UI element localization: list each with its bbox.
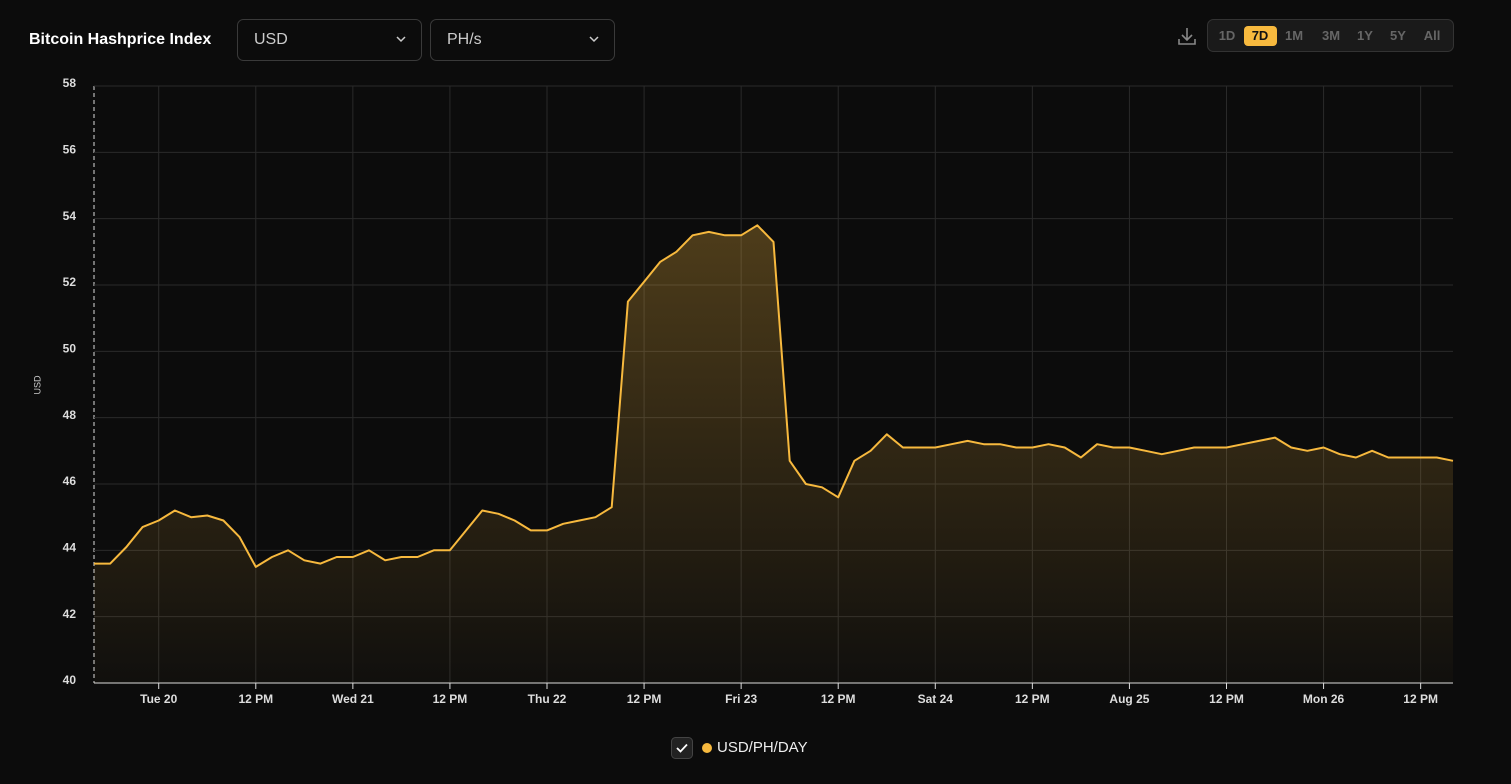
area-fill: [94, 225, 1453, 684]
range-button[interactable]: 7D: [1252, 28, 1269, 43]
y-tick-label: 40: [63, 673, 77, 687]
legend-swatch: [702, 743, 712, 753]
y-tick-label: 54: [63, 209, 77, 223]
dropdown-box[interactable]: [430, 19, 615, 61]
chevron: [589, 36, 599, 43]
x-tick-label: 12 PM: [821, 692, 856, 706]
x-tick-label: 12 PM: [1209, 692, 1244, 706]
y-tick-label: 58: [63, 76, 77, 90]
range-button[interactable]: 5Y: [1390, 28, 1406, 43]
dropdown-box[interactable]: [237, 19, 422, 61]
legend-item[interactable]: USD/PH/DAY: [671, 737, 808, 759]
y-tick-label: 56: [63, 143, 77, 157]
x-tick-label: 12 PM: [627, 692, 662, 706]
data-line: [94, 224, 1454, 568]
x-tick-label: Mon 26: [1303, 692, 1345, 706]
range-button[interactable]: 1D: [1219, 28, 1236, 43]
x-tick-label: 12 PM: [238, 692, 273, 706]
y-tick-label: 48: [63, 408, 77, 422]
x-tick-label: 12 PM: [1403, 692, 1438, 706]
x-tick-label: 12 PM: [1015, 692, 1050, 706]
x-tick-label: Aug 25: [1109, 692, 1149, 706]
download-icon[interactable]: [1178, 28, 1196, 45]
dropdown-value[interactable]: PH/s: [447, 31, 482, 48]
unit-dropdown[interactable]: PH/s: [430, 19, 615, 61]
y-tick-label: 50: [63, 342, 77, 356]
download-button[interactable]: [1178, 28, 1196, 45]
range-button[interactable]: 1M: [1285, 28, 1303, 43]
y-tick-label: 44: [63, 541, 77, 555]
y-tick-label: 42: [63, 607, 77, 621]
range-active-bg[interactable]: [1244, 26, 1277, 46]
x-tick-label: 12 PM: [433, 692, 468, 706]
y-tick-label: 46: [63, 474, 77, 488]
legend-label: USD/PH/DAY: [717, 739, 808, 756]
x-tick-label: Tue 20: [140, 692, 177, 706]
y-tick-label: 52: [63, 275, 77, 289]
x-tick-label: Wed 21: [332, 692, 374, 706]
range-buttons: 1D 7D 1M 3M 1Y 5Y All: [1219, 26, 1441, 46]
range-button[interactable]: All: [1424, 28, 1441, 43]
x-tick-label: Sat 24: [918, 692, 954, 706]
chevron: [396, 36, 406, 43]
x-tick-label: Fri 23: [725, 692, 757, 706]
range-button[interactable]: 3M: [1322, 28, 1340, 43]
legend-checkbox[interactable]: [671, 737, 693, 759]
dropdown-value[interactable]: USD: [254, 31, 288, 48]
y-axis-label: USD: [32, 375, 42, 395]
checkmark: [676, 743, 688, 753]
range-button[interactable]: 1Y: [1357, 28, 1373, 43]
page-title: Bitcoin Hashprice Index: [29, 31, 211, 48]
x-tick-label: Thu 22: [528, 692, 567, 706]
currency-dropdown[interactable]: USD: [237, 19, 422, 61]
